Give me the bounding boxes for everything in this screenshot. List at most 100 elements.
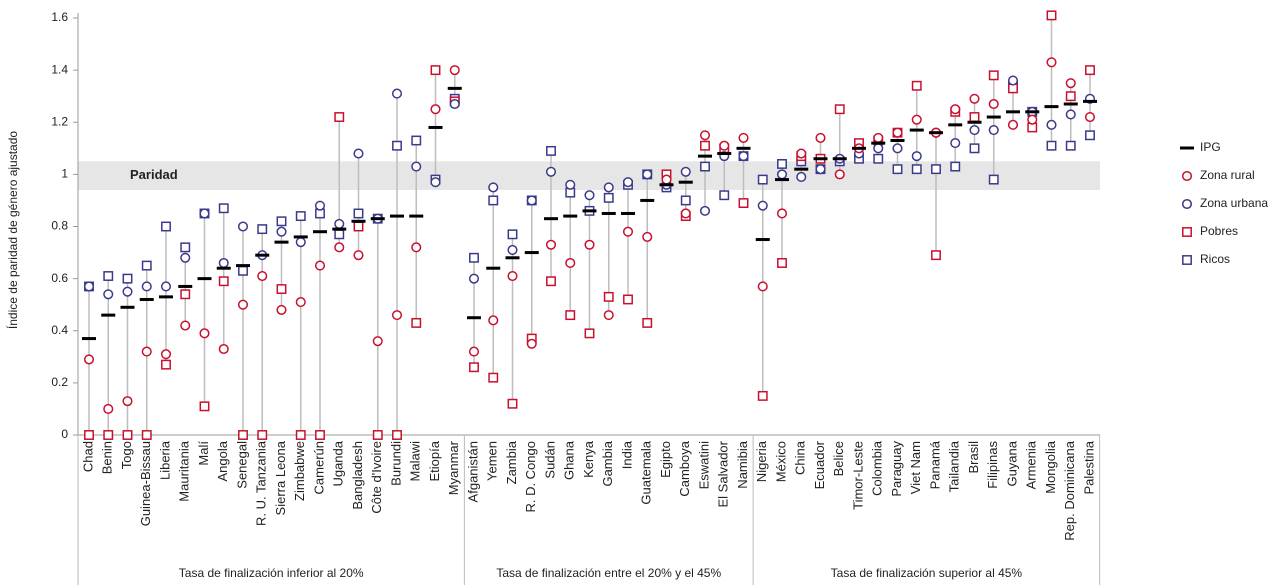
square-marker bbox=[1065, 91, 1076, 102]
x-tick-label: Guinea-Bissau bbox=[138, 441, 153, 526]
square-marker bbox=[757, 174, 768, 185]
circle-marker bbox=[815, 164, 826, 175]
circle-marker bbox=[565, 179, 576, 190]
x-tick-label: R. U. Tanzania bbox=[254, 440, 269, 526]
circle-marker bbox=[950, 138, 961, 149]
x-tick-label: México bbox=[773, 441, 788, 482]
square-marker bbox=[122, 430, 133, 440]
x-tick-label: Nigeria bbox=[754, 440, 769, 482]
square-marker bbox=[141, 430, 152, 440]
square-marker bbox=[623, 294, 633, 305]
square-marker bbox=[161, 359, 171, 370]
circle-marker bbox=[988, 98, 999, 110]
square-marker bbox=[488, 195, 499, 206]
y-tick-label: 0.4 bbox=[51, 323, 68, 337]
x-tick-label: China bbox=[793, 440, 808, 475]
circle-marker bbox=[1027, 114, 1038, 125]
square-marker bbox=[565, 310, 576, 321]
square-marker bbox=[353, 208, 364, 219]
circle-marker bbox=[738, 132, 749, 143]
legend-marker bbox=[1182, 255, 1192, 265]
circle-marker bbox=[468, 273, 480, 284]
circle-marker bbox=[719, 140, 730, 151]
y-tick-label: 1.2 bbox=[51, 114, 68, 128]
circle-marker bbox=[911, 151, 922, 162]
square-marker bbox=[584, 328, 595, 339]
square-marker bbox=[969, 143, 980, 154]
x-tick-label: Togo bbox=[119, 441, 134, 469]
square-marker bbox=[546, 276, 556, 287]
circle-marker bbox=[295, 237, 306, 248]
square-marker bbox=[546, 145, 556, 156]
x-tick-label: Malí bbox=[196, 441, 211, 466]
square-marker bbox=[738, 198, 749, 208]
circle-marker bbox=[257, 270, 268, 282]
circle-marker bbox=[372, 336, 383, 347]
x-tick-label: Timor-Leste bbox=[850, 441, 865, 510]
y-axis-label: Índice de paridad de género ajustado bbox=[5, 131, 20, 329]
circle-marker bbox=[488, 182, 499, 193]
circle-marker bbox=[622, 177, 634, 188]
circle-marker bbox=[314, 260, 326, 271]
circle-marker bbox=[1065, 78, 1076, 89]
square-marker bbox=[950, 161, 961, 172]
x-tick-label: Camerún bbox=[311, 441, 326, 494]
square-marker bbox=[873, 153, 884, 164]
x-tick-label: Paraguay bbox=[889, 441, 904, 497]
y-tick-label: 1.6 bbox=[51, 10, 68, 24]
circle-marker bbox=[507, 270, 518, 282]
circle-marker bbox=[603, 182, 614, 193]
y-tick-label: 0 bbox=[61, 427, 68, 441]
square-marker bbox=[199, 401, 210, 412]
circle-marker bbox=[738, 151, 749, 162]
x-tick-label: Uganda bbox=[331, 440, 346, 486]
circle-marker bbox=[237, 299, 249, 310]
x-tick-label: Malawi bbox=[408, 441, 423, 482]
square-marker bbox=[334, 229, 345, 240]
circle-marker bbox=[218, 343, 229, 355]
circle-marker bbox=[449, 98, 460, 110]
x-tick-label: Rep. Dominicana bbox=[1062, 440, 1077, 540]
square-marker bbox=[1046, 10, 1057, 21]
circle-marker bbox=[699, 205, 711, 216]
square-marker bbox=[1085, 65, 1095, 76]
square-marker bbox=[507, 229, 518, 240]
circle-marker bbox=[103, 403, 114, 414]
square-marker bbox=[1046, 140, 1057, 151]
x-tick-label: R. D. Congo bbox=[523, 441, 538, 513]
square-marker bbox=[892, 164, 903, 175]
circle-marker bbox=[1007, 75, 1019, 86]
x-tick-label: Filipinas bbox=[985, 441, 1000, 489]
circle-marker bbox=[642, 231, 653, 242]
circle-marker bbox=[449, 65, 460, 76]
square-marker bbox=[1065, 140, 1076, 151]
x-tick-label: Mongolia bbox=[1043, 440, 1058, 494]
x-tick-label: Kenya bbox=[581, 440, 596, 478]
circle-marker bbox=[353, 148, 364, 159]
x-tick-label: Viet Nam bbox=[908, 441, 923, 494]
square-marker bbox=[122, 273, 133, 284]
x-tick-label: Belice bbox=[831, 441, 846, 476]
circle-marker bbox=[295, 297, 306, 308]
square-marker bbox=[411, 135, 422, 146]
square-marker bbox=[603, 192, 614, 203]
square-marker bbox=[180, 242, 191, 253]
circle-marker bbox=[584, 190, 595, 201]
legend-label: Zona urbana bbox=[1200, 196, 1268, 210]
square-marker bbox=[103, 430, 114, 440]
x-tick-label: Zimbabwe bbox=[292, 441, 307, 501]
circle-marker bbox=[603, 310, 614, 321]
square-marker bbox=[257, 430, 268, 440]
circle-marker bbox=[411, 161, 422, 172]
circle-marker bbox=[160, 349, 172, 360]
square-marker bbox=[411, 317, 422, 328]
x-tick-label: Senegal bbox=[234, 441, 249, 489]
legend-label: Ricos bbox=[1200, 252, 1230, 266]
circle-marker bbox=[584, 239, 595, 250]
square-marker bbox=[430, 65, 441, 76]
square-marker bbox=[680, 195, 691, 206]
circle-marker bbox=[199, 328, 210, 339]
square-marker bbox=[392, 430, 402, 440]
circle-marker bbox=[468, 346, 480, 357]
